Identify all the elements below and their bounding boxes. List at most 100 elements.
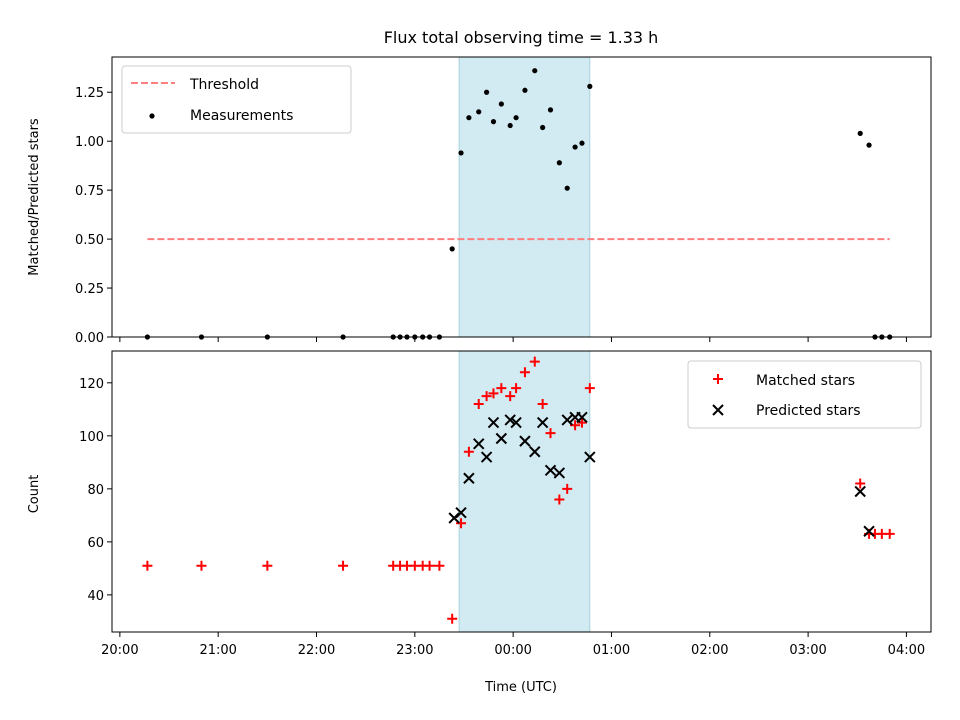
- matched-stars-point: [545, 428, 556, 439]
- predicted-stars-point: [854, 485, 866, 498]
- predicted-stars-point: [536, 416, 549, 429]
- panel-count: 40 60 80 100 120 20:00 21:00 22:00 23:00 00:00 01:…: [79, 350, 932, 658]
- matched-stars-point: [456, 518, 467, 529]
- predicted-stars-point: [487, 416, 500, 429]
- x-tick-label: 02:00: [691, 643, 728, 658]
- matched-stars-point: [262, 560, 273, 571]
- observing-window-span: [458, 56, 591, 338]
- predicted-stars-point: [561, 414, 573, 426]
- x-tick-label: 01:00: [593, 643, 630, 658]
- measurement-point: [522, 87, 528, 93]
- measurement-point: [483, 89, 490, 95]
- measurement-point: [547, 107, 554, 113]
- measurement-point: [476, 109, 482, 115]
- y-tick-label: 60: [87, 536, 104, 551]
- panel-frame: [111, 56, 932, 338]
- matched-stars-point: [537, 399, 548, 410]
- top-y-axis-label: Matched/Predicted stars: [27, 118, 42, 276]
- measurement-point: [857, 130, 863, 136]
- measurement-point: [540, 124, 546, 131]
- measurement-point: [466, 115, 472, 121]
- legend-matched-swatch: [713, 374, 723, 384]
- bottom-y-axis-label: Count: [27, 475, 42, 514]
- predicted-stars-point: [504, 414, 516, 426]
- observing-window-span: [458, 350, 591, 633]
- matched-stars-point: [142, 560, 153, 571]
- y-tick-label: 0.50: [75, 233, 104, 248]
- matched-stars-point: [338, 560, 349, 571]
- y-tick-label: 1.00: [75, 135, 104, 150]
- x-tick-label: 23:00: [396, 643, 433, 658]
- predicted-stars-point: [544, 464, 557, 476]
- x-tick-label: 20:00: [101, 643, 138, 658]
- legend-matched-label: Matched stars: [756, 373, 855, 389]
- matched-stars-point: [884, 528, 895, 539]
- matched-stars-point: [562, 483, 573, 494]
- y-tick-label: 40: [87, 589, 104, 604]
- panel-frame: [111, 350, 932, 633]
- matched-stars-point: [584, 383, 595, 394]
- predicted-stars-point: [480, 451, 493, 463]
- measurement-point: [513, 115, 519, 121]
- measurement-point: [458, 150, 464, 156]
- measurement-point: [532, 68, 538, 74]
- legend-box: [687, 360, 922, 429]
- y-tick-label: 0.75: [75, 184, 104, 199]
- matched-stars-point: [473, 399, 484, 410]
- legend-predicted-label: Predicted stars: [756, 403, 861, 419]
- measurement-point: [449, 246, 455, 252]
- predicted-stars-point: [553, 467, 566, 479]
- x-tick-label: 03:00: [789, 643, 826, 658]
- measurement-point: [866, 142, 872, 148]
- matched-stars-point: [554, 494, 565, 505]
- legend: Matched stars Predicted stars: [687, 360, 922, 429]
- matched-stars-point: [529, 356, 540, 367]
- matched-stars-point: [505, 391, 516, 402]
- matched-stars-point: [447, 613, 458, 624]
- x-tick-label: 04:00: [888, 643, 925, 658]
- predicted-stars-point: [584, 451, 596, 463]
- measurement-point: [587, 83, 593, 89]
- chart-title: Flux total observing time = 1.33 h: [384, 28, 659, 47]
- predicted-stars-point: [448, 512, 460, 524]
- predicted-stars-point: [863, 525, 875, 537]
- y-tick-label: 120: [79, 377, 104, 392]
- x-tick-label: 22:00: [298, 643, 335, 658]
- measurement-point: [498, 101, 504, 107]
- y-tick-label: 0.00: [75, 331, 104, 346]
- matched-stars-point: [424, 560, 435, 571]
- x-tick-label: 21:00: [199, 643, 236, 658]
- y-tick-label: 100: [79, 430, 104, 445]
- predicted-stars-point: [510, 416, 522, 429]
- measurement-point: [556, 160, 562, 166]
- y-tick-label: 0.25: [75, 282, 104, 297]
- matched-stars-point: [511, 383, 522, 394]
- matched-stars-point: [496, 383, 507, 394]
- measurement-point: [490, 119, 497, 125]
- matched-stars-point: [519, 367, 530, 378]
- y-tick-label: 1.25: [75, 86, 104, 101]
- measurement-point: [564, 185, 570, 191]
- matched-stars-point: [576, 417, 587, 428]
- legend-measurements-label: Measurements: [190, 108, 293, 124]
- panel-ratio: 0.00 0.25 0.50 0.75 1.00 1.25 Threshold Measure…: [75, 56, 932, 346]
- predicted-stars-point: [529, 446, 541, 458]
- predicted-stars-point: [473, 438, 485, 450]
- legend-box: [121, 65, 352, 134]
- matched-stars-point: [196, 560, 207, 571]
- matched-stars-point: [434, 560, 445, 571]
- x-axis-label: Time (UTC): [484, 680, 557, 695]
- predicted-stars-point: [495, 432, 508, 445]
- legend-predicted-swatch: [712, 404, 724, 416]
- matched-stars-point: [855, 478, 866, 489]
- legend-measurements-swatch: [149, 113, 155, 119]
- matched-stars-point: [481, 391, 492, 402]
- x-tick-label: 00:00: [494, 643, 531, 658]
- matched-stars-point: [488, 388, 499, 399]
- measurement-point: [507, 122, 513, 129]
- legend-threshold-label: Threshold: [189, 77, 259, 93]
- measurement-point: [572, 144, 578, 150]
- predicted-stars-point: [455, 507, 467, 519]
- predicted-stars-point: [576, 411, 588, 423]
